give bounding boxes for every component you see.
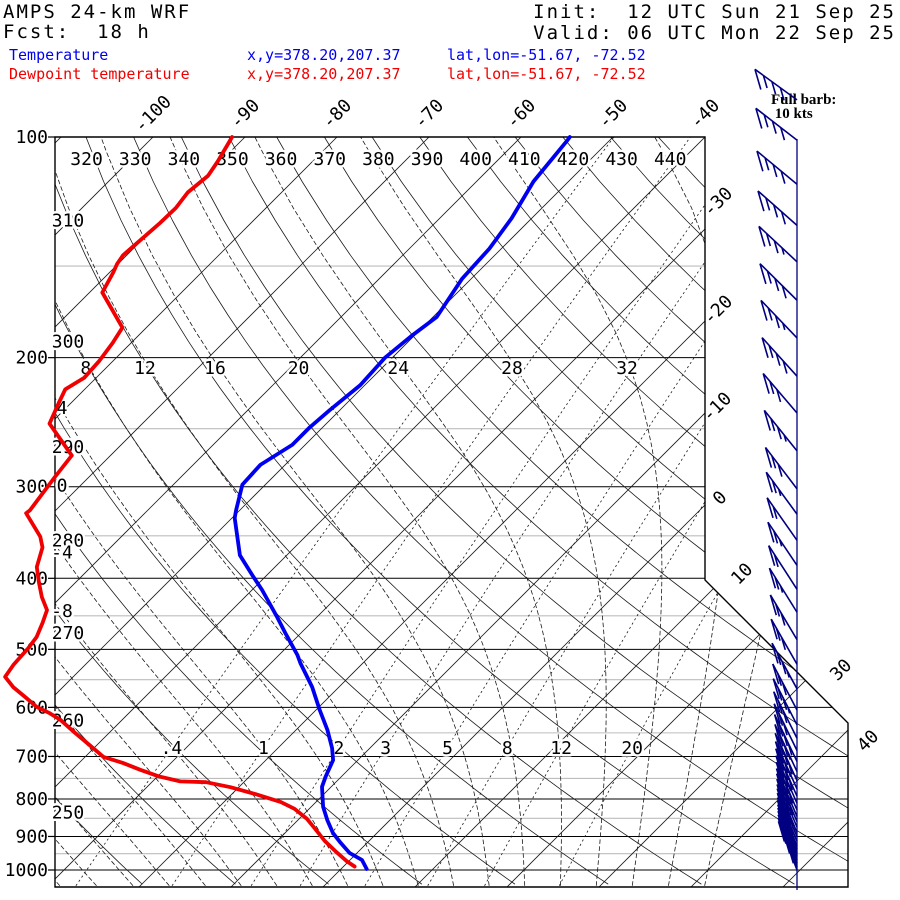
svg-text:600: 600 <box>15 697 48 718</box>
svg-text:390: 390 <box>411 149 444 170</box>
svg-text:300: 300 <box>52 331 85 352</box>
svg-text:410: 410 <box>508 149 541 170</box>
svg-text:.4: .4 <box>161 738 183 759</box>
forecast-hour: Fcst: 18 h <box>3 21 151 43</box>
svg-text:-70: -70 <box>410 95 448 133</box>
svg-text:700: 700 <box>15 746 48 767</box>
svg-text:800: 800 <box>15 789 48 810</box>
svg-text:0: 0 <box>709 487 732 510</box>
svg-text:8: 8 <box>80 358 91 379</box>
svg-text:380: 380 <box>362 149 395 170</box>
svg-text:-80: -80 <box>318 95 356 133</box>
svg-text:1: 1 <box>258 738 269 759</box>
svg-text:300: 300 <box>15 477 48 498</box>
svg-text:24: 24 <box>387 358 409 379</box>
svg-text:16: 16 <box>204 358 226 379</box>
svg-text:420: 420 <box>557 149 590 170</box>
svg-text:330: 330 <box>119 149 152 170</box>
legend-dewpoint-label: Dewpoint temperature <box>9 65 190 83</box>
svg-text:400: 400 <box>459 149 492 170</box>
background-line-families <box>55 137 848 887</box>
init-time: Init: 12 UTC Sun 21 Sep 25 <box>533 1 896 23</box>
dewpoint-cursor-latlon: lat,lon=-51.67, -72.52 <box>447 65 646 83</box>
svg-text:200: 200 <box>15 348 48 369</box>
svg-text:1000: 1000 <box>5 860 48 881</box>
svg-text:400: 400 <box>15 568 48 589</box>
svg-text:440: 440 <box>654 149 687 170</box>
svg-text:370: 370 <box>313 149 346 170</box>
svg-text:310: 310 <box>52 211 85 232</box>
svg-text:340: 340 <box>168 149 201 170</box>
svg-text:-100: -100 <box>130 91 176 137</box>
svg-text:10: 10 <box>727 559 757 589</box>
svg-text:290: 290 <box>52 437 85 458</box>
dewpoint-curve <box>3 135 357 869</box>
legend-temperature-label: Temperature <box>9 46 109 64</box>
model-title: AMPS 24-km WRF <box>3 1 192 23</box>
svg-text:900: 900 <box>15 826 48 847</box>
svg-text:320: 320 <box>70 149 103 170</box>
svg-text:-4: -4 <box>51 542 73 563</box>
svg-text:2: 2 <box>334 738 345 759</box>
temperature-cursor-xy: x,y=378.20,207.37 <box>247 46 401 64</box>
svg-text:3: 3 <box>380 738 391 759</box>
svg-text:40: 40 <box>853 726 883 756</box>
svg-text:32: 32 <box>616 358 638 379</box>
svg-text:20: 20 <box>288 358 310 379</box>
init-valid-times: Init: 12 UTC Sun 21 Sep 25 Valid: 06 UTC… <box>533 2 896 44</box>
svg-text:28: 28 <box>501 358 523 379</box>
svg-text:260: 260 <box>52 710 85 731</box>
svg-text:280: 280 <box>52 530 85 551</box>
svg-text:30: 30 <box>826 655 856 685</box>
plot-outline <box>54 136 849 888</box>
wind-barb-column <box>754 68 798 890</box>
temperature-cursor-latlon: lat,lon=-51.67, -72.52 <box>447 46 646 64</box>
svg-text:12: 12 <box>550 738 572 759</box>
svg-text:-8: -8 <box>51 601 73 622</box>
svg-text:-90: -90 <box>226 95 264 133</box>
svg-text:12: 12 <box>134 358 156 379</box>
temperature-curve <box>232 135 572 871</box>
svg-text:-50: -50 <box>594 95 632 133</box>
svg-text:100: 100 <box>15 127 48 148</box>
svg-text:430: 430 <box>605 149 638 170</box>
svg-text:8: 8 <box>502 738 513 759</box>
svg-text:270: 270 <box>52 623 85 644</box>
svg-text:250: 250 <box>52 803 85 824</box>
svg-text:20: 20 <box>621 738 643 759</box>
svg-text:-10: -10 <box>698 388 736 426</box>
dewpoint-cursor-xy: x,y=378.20,207.37 <box>247 65 401 83</box>
valid-time: Valid: 06 UTC Mon 22 Sep 25 <box>533 22 896 44</box>
svg-text:0: 0 <box>57 476 68 497</box>
svg-text:-40: -40 <box>686 95 724 133</box>
svg-text:5: 5 <box>442 738 453 759</box>
svg-text:-60: -60 <box>502 95 540 133</box>
svg-text:360: 360 <box>265 149 298 170</box>
